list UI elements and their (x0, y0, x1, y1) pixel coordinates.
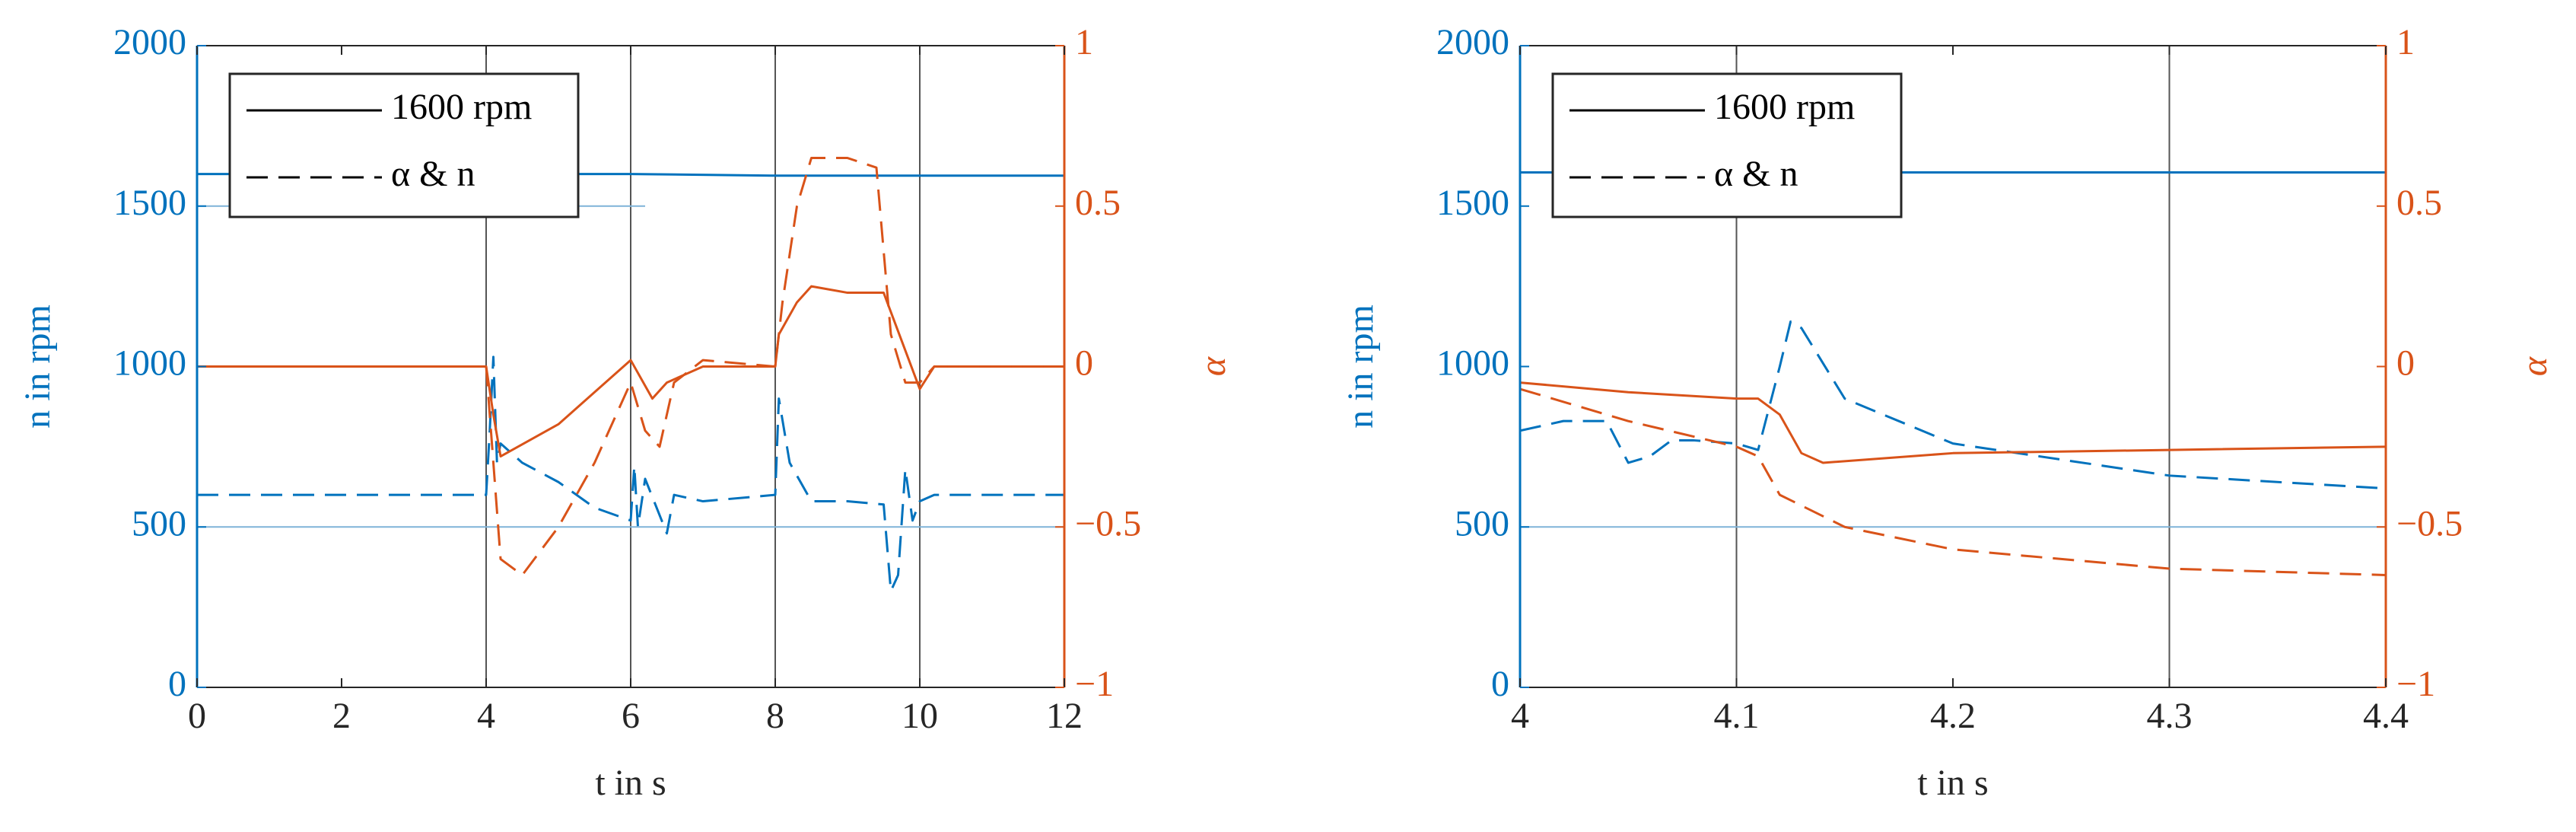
x-tick-label: 4.4 (2363, 696, 2409, 736)
x-tick-label: 4.1 (1714, 696, 1760, 736)
x-axis-label: t in s (1917, 763, 1988, 803)
x-tick-label: 4.3 (2147, 696, 2193, 736)
y-tick-label: 500 (132, 503, 186, 544)
x-tick-label: 12 (1046, 696, 1083, 736)
y2-tick-label: 0 (1075, 343, 1093, 384)
y-tick-label: 2000 (113, 22, 186, 62)
y-tick-label: 0 (168, 664, 186, 704)
y2-axis-label: α (1193, 356, 1233, 376)
y2-tick-label: −1 (2396, 664, 2435, 704)
data-line (197, 157, 1064, 576)
y2-tick-label: 0 (2396, 343, 2415, 384)
x-tick-label: 0 (188, 696, 206, 736)
legend-box (1551, 72, 1903, 218)
y-tick-label: 1500 (1436, 183, 1509, 223)
y2-tick-label: −0.5 (1075, 503, 1141, 544)
x-tick-label: 6 (622, 696, 640, 736)
y2-tick-label: 1 (1075, 22, 1093, 62)
data-line (1520, 320, 2386, 490)
data-line (1520, 381, 2386, 464)
data-line (1520, 387, 2386, 576)
y2-tick-label: 0.5 (2396, 183, 2442, 223)
y2-tick-label: −1 (1075, 664, 1114, 704)
y2-axis-label: α (2514, 356, 2555, 376)
y2-tick-label: 0.5 (1075, 183, 1121, 223)
y-tick-label: 500 (1455, 503, 1509, 544)
x-tick-label: 8 (766, 696, 784, 736)
y-axis-label: n in rpm (1340, 304, 1381, 429)
plot-area (1520, 171, 2386, 576)
legend-label: 1600 rpm (391, 87, 532, 127)
y-tick-label: 1000 (1436, 343, 1509, 384)
x-tick-label: 4 (477, 696, 495, 736)
y-tick-label: 1500 (113, 183, 186, 223)
x-axis-label: t in s (595, 763, 666, 803)
y2-tick-label: −0.5 (2396, 503, 2463, 544)
x-tick-label: 4.2 (1930, 696, 1976, 736)
legend-label: 1600 rpm (1714, 87, 1855, 127)
y-axis-label: n in rpm (17, 304, 58, 429)
legend-box (228, 72, 580, 218)
x-tick-label: 2 (332, 696, 351, 736)
y2-tick-label: 1 (2396, 22, 2415, 62)
x-tick-label: 4 (1511, 696, 1529, 736)
legend-label: α & n (1714, 154, 1798, 194)
y-tick-label: 0 (1491, 664, 1509, 704)
x-tick-label: 10 (902, 696, 938, 736)
legend-label: α & n (391, 154, 475, 194)
y-tick-label: 2000 (1436, 22, 1509, 62)
y-tick-label: 1000 (113, 343, 186, 384)
